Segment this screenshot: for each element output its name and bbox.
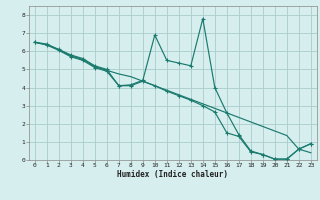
X-axis label: Humidex (Indice chaleur): Humidex (Indice chaleur) [117, 170, 228, 179]
